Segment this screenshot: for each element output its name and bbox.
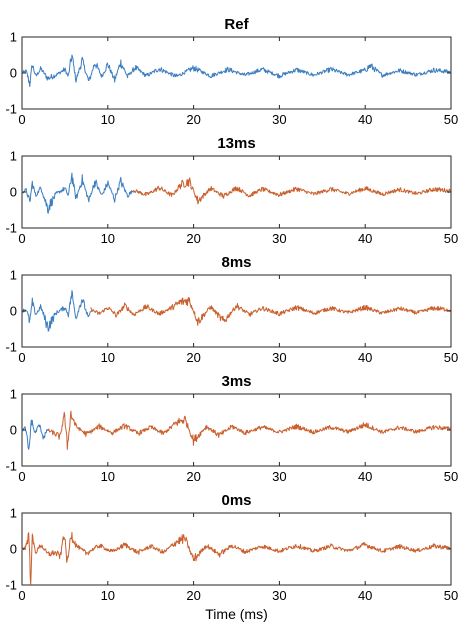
x-tick-label: 10: [101, 112, 115, 127]
x-tick-label: 0: [18, 469, 25, 484]
series-line-0: [21, 54, 452, 88]
subplot-title: 13ms: [217, 135, 255, 152]
subplot-title: Ref: [224, 16, 249, 33]
x-tick-label: 20: [186, 231, 200, 246]
x-tick-label: 40: [358, 231, 372, 246]
x-tick-label: 40: [358, 588, 372, 603]
x-tick-label: 20: [186, 588, 200, 603]
x-tick-label: 50: [444, 350, 458, 365]
y-tick-label: 1: [10, 149, 17, 164]
x-tick-label: 20: [186, 350, 200, 365]
y-tick-label: -1: [5, 340, 17, 355]
series-line-0: [21, 290, 91, 332]
x-tick-label: 40: [358, 350, 372, 365]
x-tick-label: 50: [444, 588, 458, 603]
x-tick-label: 40: [358, 112, 372, 127]
y-tick-label: -1: [5, 578, 17, 593]
series-line-1: [47, 410, 452, 450]
x-tick-label: 20: [186, 469, 200, 484]
x-tick-label: 10: [101, 469, 115, 484]
series-line-1: [133, 177, 452, 205]
x-tick-label: 20: [186, 112, 200, 127]
x-axis-label: Time (ms): [205, 606, 267, 622]
x-tick-label: 0: [18, 350, 25, 365]
series-line-0: [21, 172, 134, 214]
series-line-0: [21, 531, 452, 585]
x-tick-label: 40: [358, 469, 372, 484]
x-tick-label: 10: [101, 231, 115, 246]
x-tick-label: 30: [272, 469, 286, 484]
y-tick-label: 1: [10, 387, 17, 402]
y-tick-label: 1: [10, 506, 17, 521]
x-tick-label: 50: [444, 112, 458, 127]
y-tick-label: -1: [5, 102, 17, 117]
y-tick-label: -1: [5, 221, 17, 236]
y-tick-label: 0: [10, 542, 17, 557]
x-tick-label: 50: [444, 469, 458, 484]
y-tick-label: 1: [10, 30, 17, 45]
x-tick-label: 0: [18, 231, 25, 246]
x-tick-label: 0: [18, 588, 25, 603]
x-tick-label: 10: [101, 350, 115, 365]
y-tick-label: 0: [10, 423, 17, 438]
y-tick-label: 1: [10, 268, 17, 283]
y-tick-label: 0: [10, 185, 17, 200]
subplot-title: 0ms: [221, 492, 251, 509]
x-tick-label: 30: [272, 112, 286, 127]
subplot-title: 8ms: [221, 254, 251, 271]
x-tick-label: 30: [272, 231, 286, 246]
y-tick-label: -1: [5, 459, 17, 474]
x-tick-label: 30: [272, 350, 286, 365]
subplot-title: 3ms: [221, 373, 251, 390]
y-tick-label: 0: [10, 66, 17, 81]
x-tick-label: 50: [444, 231, 458, 246]
series-line-0: [21, 419, 49, 450]
x-tick-label: 30: [272, 588, 286, 603]
y-tick-label: 0: [10, 304, 17, 319]
x-tick-label: 10: [101, 588, 115, 603]
x-tick-label: 0: [18, 112, 25, 127]
series-line-1: [90, 297, 452, 326]
